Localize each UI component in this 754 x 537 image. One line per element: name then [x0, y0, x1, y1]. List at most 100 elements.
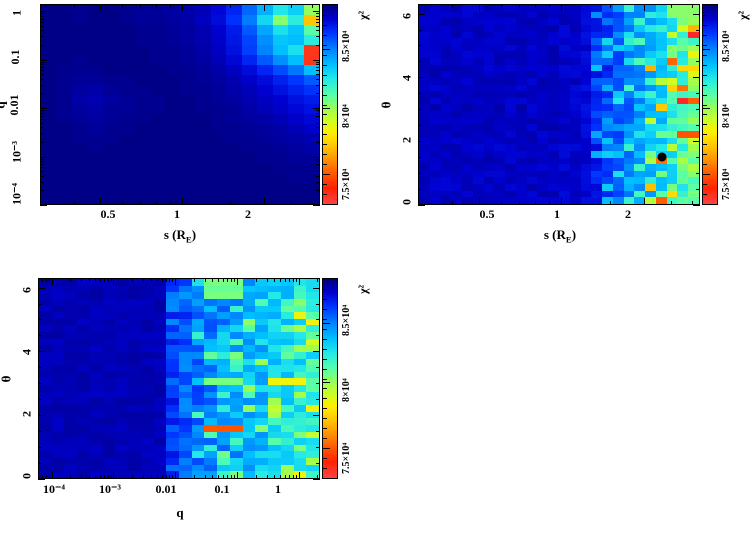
- heatmap-cell: [191, 358, 205, 366]
- heatmap-cell: [39, 438, 52, 445]
- heatmap-cell: [494, 18, 506, 25]
- heatmap-cell: [64, 431, 78, 439]
- y-tick-label: 0: [19, 473, 34, 479]
- heatmap-cell: [655, 11, 667, 19]
- heatmap-cell: [149, 64, 165, 75]
- heatmap-cell: [580, 51, 592, 59]
- heatmap-cell: [89, 378, 103, 386]
- heatmap-cell: [41, 124, 57, 135]
- heatmap-cell: [303, 124, 319, 135]
- heatmap-cell: [77, 279, 90, 286]
- heatmap-cell: [677, 104, 689, 112]
- heatmap-cell: [591, 38, 603, 45]
- heatmap-cell: [226, 64, 242, 75]
- colorbar-tick-label: 8.5×10⁴: [721, 30, 732, 62]
- heatmap-cell: [591, 131, 603, 138]
- heatmap-cell: [217, 332, 230, 339]
- heatmap-cell: [133, 144, 150, 155]
- heatmap-cell: [483, 51, 495, 59]
- heatmap-cell: [210, 64, 227, 75]
- heatmap-cell: [688, 197, 699, 204]
- y-tick-label: 4: [19, 349, 34, 355]
- x-axis-ticks-s-q: [40, 4, 320, 205]
- heatmap-cell: [505, 77, 516, 85]
- heatmap-cell: [494, 144, 506, 151]
- heatmap-cell: [179, 451, 192, 459]
- heatmap-cell: [77, 398, 90, 406]
- heatmap-cell: [515, 71, 527, 78]
- heatmap-cell: [255, 285, 269, 293]
- heatmap-cell: [180, 174, 196, 185]
- heatmap-cell: [634, 184, 646, 191]
- heatmap-cell: [526, 150, 538, 158]
- heatmap-cell: [688, 184, 699, 191]
- y-tick-label: 1: [9, 10, 24, 16]
- heatmap-cell: [494, 117, 506, 125]
- heatmap-cell: [268, 398, 281, 406]
- heatmap-cell: [677, 111, 689, 118]
- heatmap-cell: [645, 197, 656, 204]
- heatmap-cell: [191, 405, 205, 412]
- heatmap-cell: [102, 405, 116, 412]
- heatmap-cell: [419, 117, 430, 125]
- heatmap-cell: [255, 405, 269, 412]
- heatmap-cell: [419, 124, 430, 132]
- heatmap-cell: [440, 24, 452, 32]
- heatmap-cell: [179, 332, 192, 339]
- heatmap-cell: [166, 385, 179, 392]
- heatmap-cell: [440, 157, 452, 165]
- heatmap-cell: [179, 378, 192, 386]
- heatmap-cell: [494, 131, 506, 138]
- heatmap-cell: [272, 84, 289, 95]
- heatmap-cell: [591, 177, 603, 185]
- heatmap-cell: [526, 51, 538, 59]
- heatmap-cell: [102, 438, 116, 445]
- heatmap-cell: [526, 38, 538, 45]
- heatmap-cell: [77, 365, 90, 372]
- heatmap-cell: [140, 385, 154, 392]
- heatmap-cell: [210, 164, 227, 175]
- heatmap-cell: [526, 5, 538, 12]
- heatmap-cell: [580, 84, 592, 92]
- heatmap-cell: [559, 111, 570, 118]
- heatmap-cell: [655, 164, 667, 171]
- heatmap-cell: [515, 44, 527, 52]
- heatmap-cell: [612, 91, 624, 98]
- heatmap-cell: [612, 18, 624, 25]
- heatmap-cell: [89, 371, 103, 379]
- heatmap-cell: [472, 137, 484, 145]
- heatmap-cell: [179, 285, 192, 293]
- heatmap-cell: [191, 312, 205, 319]
- heatmap-cell: [602, 111, 613, 118]
- heatmap-cell: [180, 104, 196, 115]
- heatmap-cell: [505, 157, 516, 165]
- heatmap-cell: [515, 117, 527, 125]
- heatmap-cell: [255, 451, 269, 459]
- heatmap-cell: [280, 398, 294, 406]
- heatmap-cell: [677, 77, 689, 85]
- heatmap-cell: [645, 5, 656, 12]
- heatmap-cell: [191, 338, 205, 346]
- heatmap-cell: [303, 144, 319, 155]
- heatmap-cell: [210, 34, 227, 45]
- heatmap-cell: [102, 391, 116, 399]
- heatmap-cell: [462, 144, 473, 151]
- heatmap-cell: [280, 345, 294, 352]
- heatmap-cell: [306, 371, 319, 379]
- heatmap-cell: [153, 405, 167, 412]
- heatmap-cell: [591, 97, 603, 105]
- heatmap-cell: [204, 405, 218, 412]
- heatmap-cell: [204, 431, 218, 439]
- heatmap-cell: [39, 398, 52, 406]
- heatmap-cell: [559, 31, 570, 39]
- heatmap-cell: [429, 111, 441, 118]
- heatmap-cell: [666, 71, 678, 78]
- heatmap-cell: [472, 164, 484, 171]
- heatmap-cell: [255, 298, 269, 306]
- heatmap-cell: [115, 464, 129, 472]
- heatmap-cell: [64, 444, 78, 452]
- heatmap-cell: [153, 358, 167, 366]
- heatmap-cell: [505, 170, 516, 178]
- heatmap-cell: [548, 84, 559, 92]
- heatmap-cell: [419, 31, 430, 39]
